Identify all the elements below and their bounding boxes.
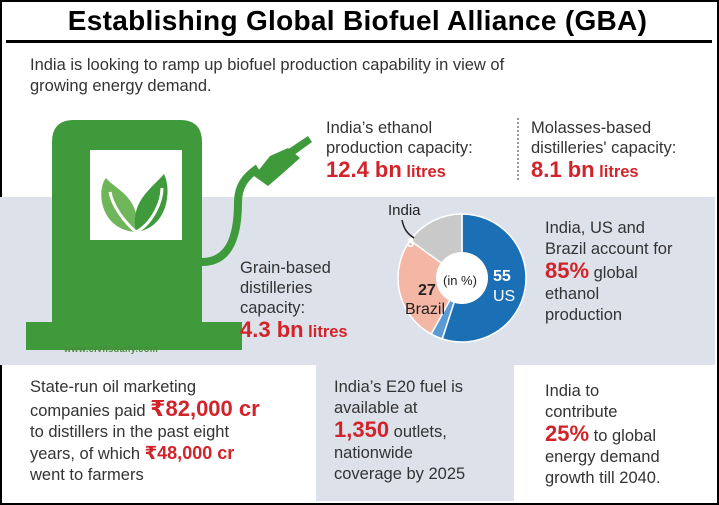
e20-stat: India’s E20 fuel is available at 1,350 o… xyxy=(334,377,510,485)
global-share-stat: India, US and Brazil account for 85% glo… xyxy=(545,218,710,326)
e20-line-4: nationwide xyxy=(334,444,413,462)
share-line-2: Brazil account for xyxy=(545,240,673,258)
molasses-value: 8.1 bn xyxy=(531,157,595,182)
energy-line-4: energy demand xyxy=(545,448,660,466)
pump-base xyxy=(26,322,242,350)
intro-text: India is looking to ramp up biofuel prod… xyxy=(30,56,505,95)
omc-amount-2: ₹48,000 cr xyxy=(144,443,235,463)
e20-line-3-rest: outlets, xyxy=(389,423,447,441)
share-line-3-rest: global xyxy=(589,264,638,282)
ethanol-unit: litres xyxy=(406,163,446,181)
energy-line-2: contribute xyxy=(545,403,618,421)
energy-stat: India to contribute 25% to global energy… xyxy=(545,381,710,489)
omc-stat: State-run oil marketing companies paid ₹… xyxy=(30,377,310,486)
pump-hose xyxy=(201,164,261,266)
molasses-value-line: 8.1 bn litres xyxy=(531,157,711,182)
fuel-pump-icon xyxy=(26,120,312,350)
grain-label-3: capacity: xyxy=(240,299,306,317)
e20-line-1: India’s E20 fuel is xyxy=(334,378,464,396)
grain-value: 4.3 bn xyxy=(240,317,304,342)
omc-line-2: companies paid ₹82,000 cr xyxy=(30,398,310,422)
omc-line-4-text: years, of which xyxy=(30,445,145,463)
share-line-5: production xyxy=(545,306,623,324)
grain-stat: Grain-based distilleries capacity: 4.3 b… xyxy=(240,258,380,342)
pie-unit-label: (in %) xyxy=(443,273,477,288)
pie-us-name: US xyxy=(493,288,516,305)
ethanol-value-line: 12.4 bn litres xyxy=(326,157,516,182)
ethanol-share-pie xyxy=(397,213,527,343)
pie-us-value: 55 xyxy=(493,268,511,285)
page-title: Establishing Global Biofuel Alliance (GB… xyxy=(67,5,648,36)
ethanol-value: 12.4 bn xyxy=(326,157,402,182)
omc-line-4: years, of which ₹48,000 cr xyxy=(30,443,310,465)
share-line-1: India, US and xyxy=(545,219,645,237)
e20-line-5: coverage by 2025 xyxy=(334,465,466,483)
pie-brazil-name: Brazil xyxy=(405,301,446,318)
e20-line-2: available at xyxy=(334,399,418,417)
title-underline xyxy=(6,40,712,43)
divider xyxy=(517,118,519,180)
molasses-label-2: distilleries' capacity: xyxy=(531,139,677,157)
omc-line-5: went to farmers xyxy=(30,466,144,484)
pie-india-value: 3 xyxy=(407,235,415,250)
pie-center xyxy=(436,252,488,304)
ethanol-label-2: production capacity: xyxy=(326,139,473,157)
e20-line-3: 1,350 outlets, xyxy=(334,419,510,443)
energy-line-3: 25% to global xyxy=(545,423,710,447)
e20-highlight: 1,350 xyxy=(334,417,390,442)
omc-amount-1: ₹82,000 cr xyxy=(150,396,260,421)
omc-line-3: to distillers in the past eight xyxy=(30,423,230,441)
omc-line-2-text: companies paid xyxy=(30,402,151,420)
pump-nozzle-icon xyxy=(254,136,312,186)
share-line-3: 85% global xyxy=(545,260,710,284)
ethanol-stat: India’s ethanol production capacity: 12.… xyxy=(326,118,516,182)
grain-value-line: 4.3 bn litres xyxy=(240,317,380,342)
share-highlight: 85% xyxy=(545,258,590,283)
watermark: www.civilsdaily.com xyxy=(64,344,159,354)
energy-line-3-rest: to global xyxy=(589,427,657,445)
molasses-label-1: Molasses-based xyxy=(531,119,652,137)
ethanol-label-1: India’s ethanol xyxy=(326,119,433,137)
grain-label-1: Grain-based xyxy=(240,259,331,277)
molasses-stat: Molasses-based distilleries' capacity: 8… xyxy=(531,118,711,182)
molasses-unit: litres xyxy=(599,163,639,181)
share-line-4: ethanol xyxy=(545,285,600,303)
pie-india-callout: India xyxy=(388,202,421,219)
pie-brazil-value: 27 xyxy=(418,282,436,299)
india-callout-arrow xyxy=(401,219,415,239)
grain-label-2: distilleries xyxy=(240,279,313,297)
e20-box-bg xyxy=(316,365,514,501)
energy-highlight: 25% xyxy=(545,421,590,446)
energy-line-1: India to xyxy=(545,382,600,400)
pie-slice-brazil xyxy=(397,239,463,336)
energy-line-5: growth till 2040. xyxy=(545,469,661,487)
grain-unit: litres xyxy=(308,323,348,341)
leaf-logo-icon xyxy=(101,174,168,234)
omc-line-1: State-run oil marketing xyxy=(30,378,196,396)
